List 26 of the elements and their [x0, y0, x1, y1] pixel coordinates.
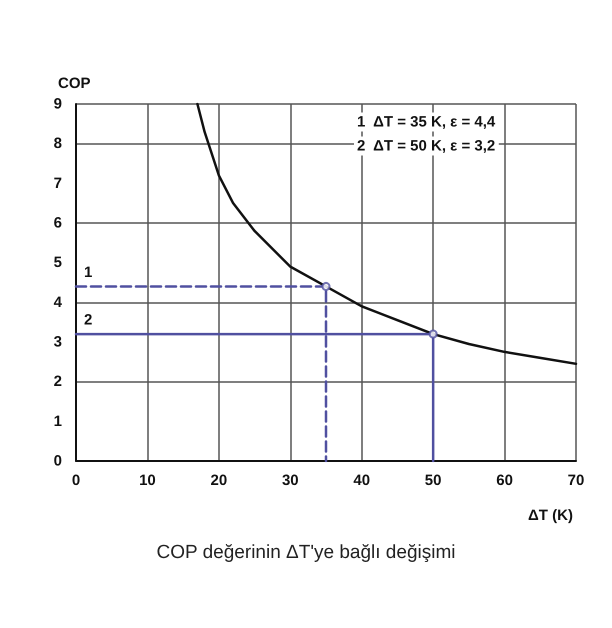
x-tick-label: 0: [72, 472, 80, 489]
x-tick-label: 50: [424, 472, 442, 489]
annotation: 2 ΔT = 50 K, ε = 3,2: [357, 138, 496, 154]
y-tick-label: 1: [54, 412, 62, 430]
y-tick-label: 8: [54, 135, 62, 152]
y-tick-label: 9: [54, 96, 62, 112]
text: COP değerinin ΔT'ye bağlı değişimi: [156, 542, 456, 563]
y-tick-label: 6: [54, 214, 62, 232]
x-tick-label: 40: [353, 472, 370, 489]
x-tick-label: 60: [496, 472, 513, 489]
y-tick-label: 7: [54, 174, 62, 192]
line-series: [196, 102, 578, 366]
y-axis-title: COP: [58, 75, 91, 92]
annotation: 2: [84, 312, 92, 329]
y-tick-label: 4: [54, 294, 63, 311]
y-tick-label: 0: [54, 452, 62, 470]
x-axis-title: ΔT (K): [528, 507, 573, 524]
y-tick-label: 3: [54, 334, 62, 350]
x-tick-label: 10: [139, 472, 156, 489]
x-tick-label: 70: [568, 472, 584, 489]
y-tick-label: 2: [54, 373, 62, 390]
x-tick-label: 30: [282, 472, 299, 489]
annotation: 1: [84, 264, 92, 282]
y-tick-label: 5: [54, 254, 62, 272]
x-tick-label: 20: [210, 472, 228, 489]
annotation: 1 ΔT = 35 K, ε = 4,4: [357, 114, 496, 130]
